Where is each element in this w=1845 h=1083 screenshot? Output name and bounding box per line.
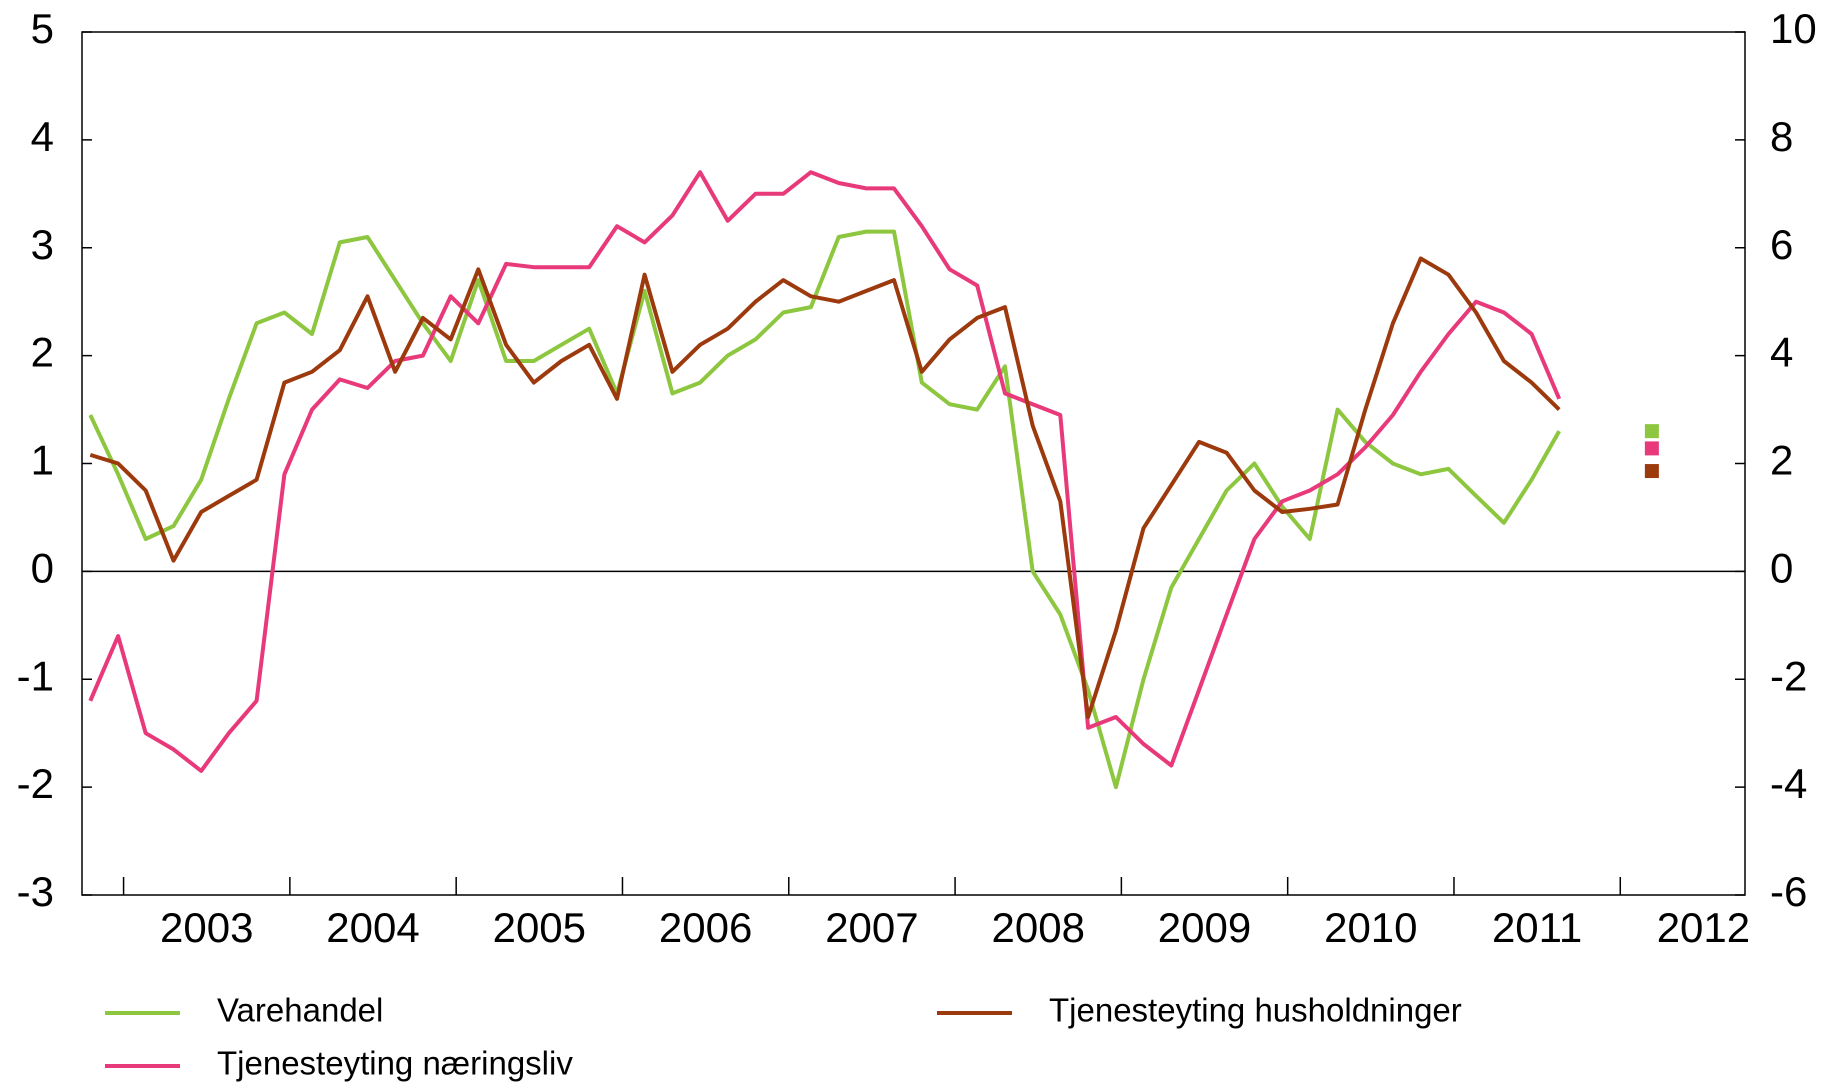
y-tick-label: 4: [31, 113, 54, 160]
y2-tick-label: 0: [1770, 544, 1793, 591]
plot-frame: [81, 31, 1746, 896]
y-tick-label: 2: [31, 329, 54, 376]
y2-tick-label: -2: [1770, 652, 1807, 699]
x-tick-label: 2005: [493, 904, 586, 951]
series-line: [88, 170, 1562, 773]
y-tick-label: -1: [17, 652, 54, 699]
y-tick-label: -2: [17, 760, 54, 807]
legend-label: Tjenesteyting husholdninger: [1049, 992, 1462, 1029]
y2-tick-label: 2: [1770, 437, 1793, 484]
x-tick-label: 2007: [825, 904, 918, 951]
y-tick-label: -3: [17, 868, 54, 915]
x-tick-label: 2008: [992, 904, 1085, 951]
series-line: [89, 256, 1561, 719]
forecast-marker: [1644, 464, 1659, 479]
y2-tick-label: 10: [1770, 5, 1817, 52]
y2-tick-label: -4: [1770, 760, 1807, 807]
legend-label: Varehandel: [217, 992, 383, 1029]
x-tick-label: 2010: [1324, 904, 1417, 951]
x-tick-label: 2012: [1657, 904, 1750, 951]
y2-tick-label: 4: [1770, 329, 1793, 376]
y-tick-label: 5: [31, 5, 54, 52]
y-tick-label: 0: [31, 544, 54, 591]
x-tick-label: 2004: [326, 904, 419, 951]
y2-tick-label: 6: [1770, 221, 1793, 268]
y-tick-label: 1: [31, 437, 54, 484]
legend-label: Tjenesteyting næringsliv: [217, 1045, 573, 1082]
forecast-marker: [1644, 441, 1659, 456]
x-tick-label: 2009: [1158, 904, 1251, 951]
y2-tick-label: -6: [1770, 868, 1807, 915]
series-line: [88, 229, 1561, 790]
x-tick-label: 2006: [659, 904, 752, 951]
forecast-marker: [1644, 424, 1659, 439]
x-tick-label: 2011: [1492, 904, 1582, 951]
y-tick-label: 3: [31, 221, 54, 268]
x-tick-label: 2003: [160, 904, 253, 951]
y2-tick-label: 8: [1770, 113, 1793, 160]
